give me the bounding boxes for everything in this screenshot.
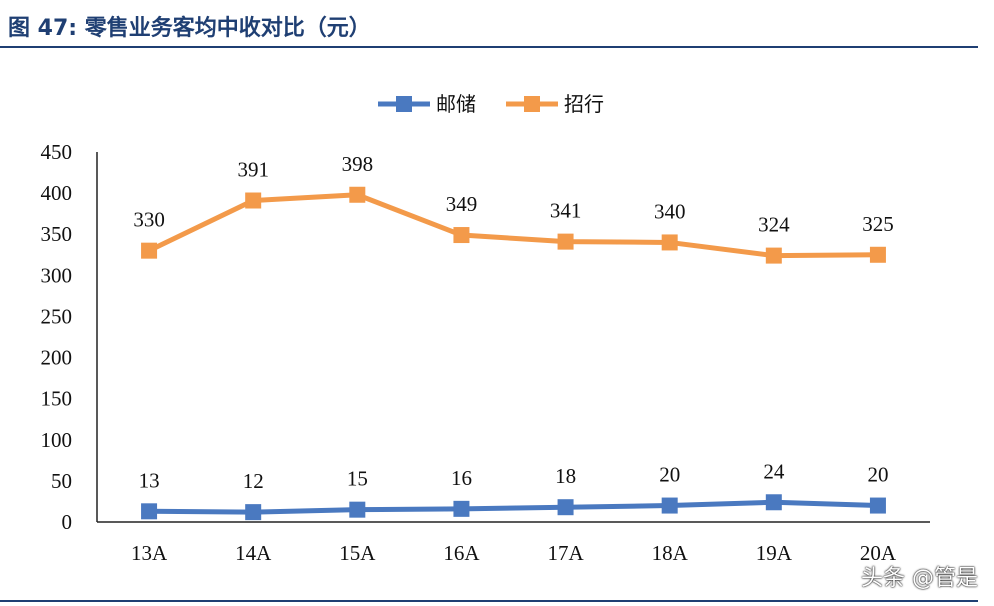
- series-line-1: [149, 499, 879, 515]
- x-tick-label: 19A: [756, 541, 793, 565]
- data-point: [765, 494, 782, 511]
- series-line-2: [147, 192, 878, 259]
- data-point: [869, 246, 886, 263]
- figure-label: 图 47:: [8, 16, 78, 41]
- data-point: [661, 497, 678, 514]
- data-point: [557, 233, 574, 250]
- data-label: 20: [867, 463, 888, 487]
- x-tick-label: 16A: [443, 541, 480, 565]
- x-tick-label: 15A: [339, 541, 376, 565]
- data-label: 16: [451, 466, 472, 490]
- series-markers: [141, 186, 886, 521]
- data-point: [245, 504, 262, 521]
- x-tick-label: 18A: [652, 541, 689, 565]
- y-tick-label: 0: [62, 510, 73, 534]
- x-tick-label: 14A: [235, 541, 272, 565]
- y-tick-label: 450: [41, 140, 73, 164]
- data-point: [141, 503, 158, 520]
- data-point: [141, 242, 158, 259]
- watermark: 头条 @管是: [861, 566, 978, 591]
- y-tick-label: 250: [41, 304, 73, 328]
- data-labels: 13 12 15 16 18 20 24 20 330 391 398 349 341 340 324 325: [133, 152, 893, 493]
- data-point: [453, 227, 470, 244]
- x-tick-labels: 13A 14A 15A 16A 17A 18A 19A 20A: [131, 541, 897, 565]
- data-label: 18: [555, 464, 576, 488]
- bottom-rule: [0, 600, 978, 602]
- data-label: 330: [133, 208, 165, 232]
- data-label: 341: [550, 199, 582, 223]
- series-lines: [147, 192, 879, 515]
- y-tick-labels: 0 50 100 150 200 250 300 350 400 450: [41, 140, 73, 534]
- figure-title: 图 47: 零售业务客均中收对比（元）: [8, 10, 371, 42]
- data-label: 20: [659, 463, 680, 487]
- data-point: [869, 497, 886, 514]
- data-label: 24: [763, 459, 785, 483]
- legend: 邮储 招行: [378, 92, 604, 116]
- legend-label-2: 招行: [564, 92, 604, 116]
- data-label: 325: [862, 212, 894, 236]
- chart-axes: [96, 152, 930, 523]
- data-label: 12: [243, 469, 264, 493]
- data-point: [557, 499, 574, 516]
- figure-caption: 零售业务客均中收对比（元）: [84, 16, 371, 41]
- legend-marker-1: [396, 96, 412, 112]
- data-label: 391: [237, 158, 269, 182]
- data-label: 340: [654, 199, 686, 223]
- y-tick-label: 350: [41, 222, 73, 246]
- x-tick-label: 17A: [547, 541, 584, 565]
- y-tick-label: 150: [41, 387, 73, 411]
- data-point: [453, 500, 470, 517]
- y-tick-label: 50: [51, 469, 72, 493]
- data-point: [245, 192, 262, 209]
- data-point: [661, 234, 678, 251]
- legend-marker-2: [524, 96, 540, 112]
- y-tick-label: 400: [41, 181, 73, 205]
- data-label: 15: [347, 467, 368, 491]
- data-point: [349, 186, 366, 203]
- y-tick-label: 100: [41, 428, 73, 452]
- data-label: 398: [342, 152, 374, 176]
- data-label: 324: [758, 213, 790, 237]
- top-rule: [0, 46, 978, 48]
- data-point: [765, 247, 782, 264]
- x-tick-label: 20A: [860, 541, 897, 565]
- y-tick-label: 300: [41, 263, 73, 287]
- x-tick-label: 13A: [131, 541, 168, 565]
- data-label: 349: [446, 192, 478, 216]
- data-point: [349, 501, 366, 518]
- legend-label-1: 邮储: [436, 92, 476, 116]
- y-tick-label: 200: [41, 346, 73, 370]
- data-label: 13: [139, 468, 160, 492]
